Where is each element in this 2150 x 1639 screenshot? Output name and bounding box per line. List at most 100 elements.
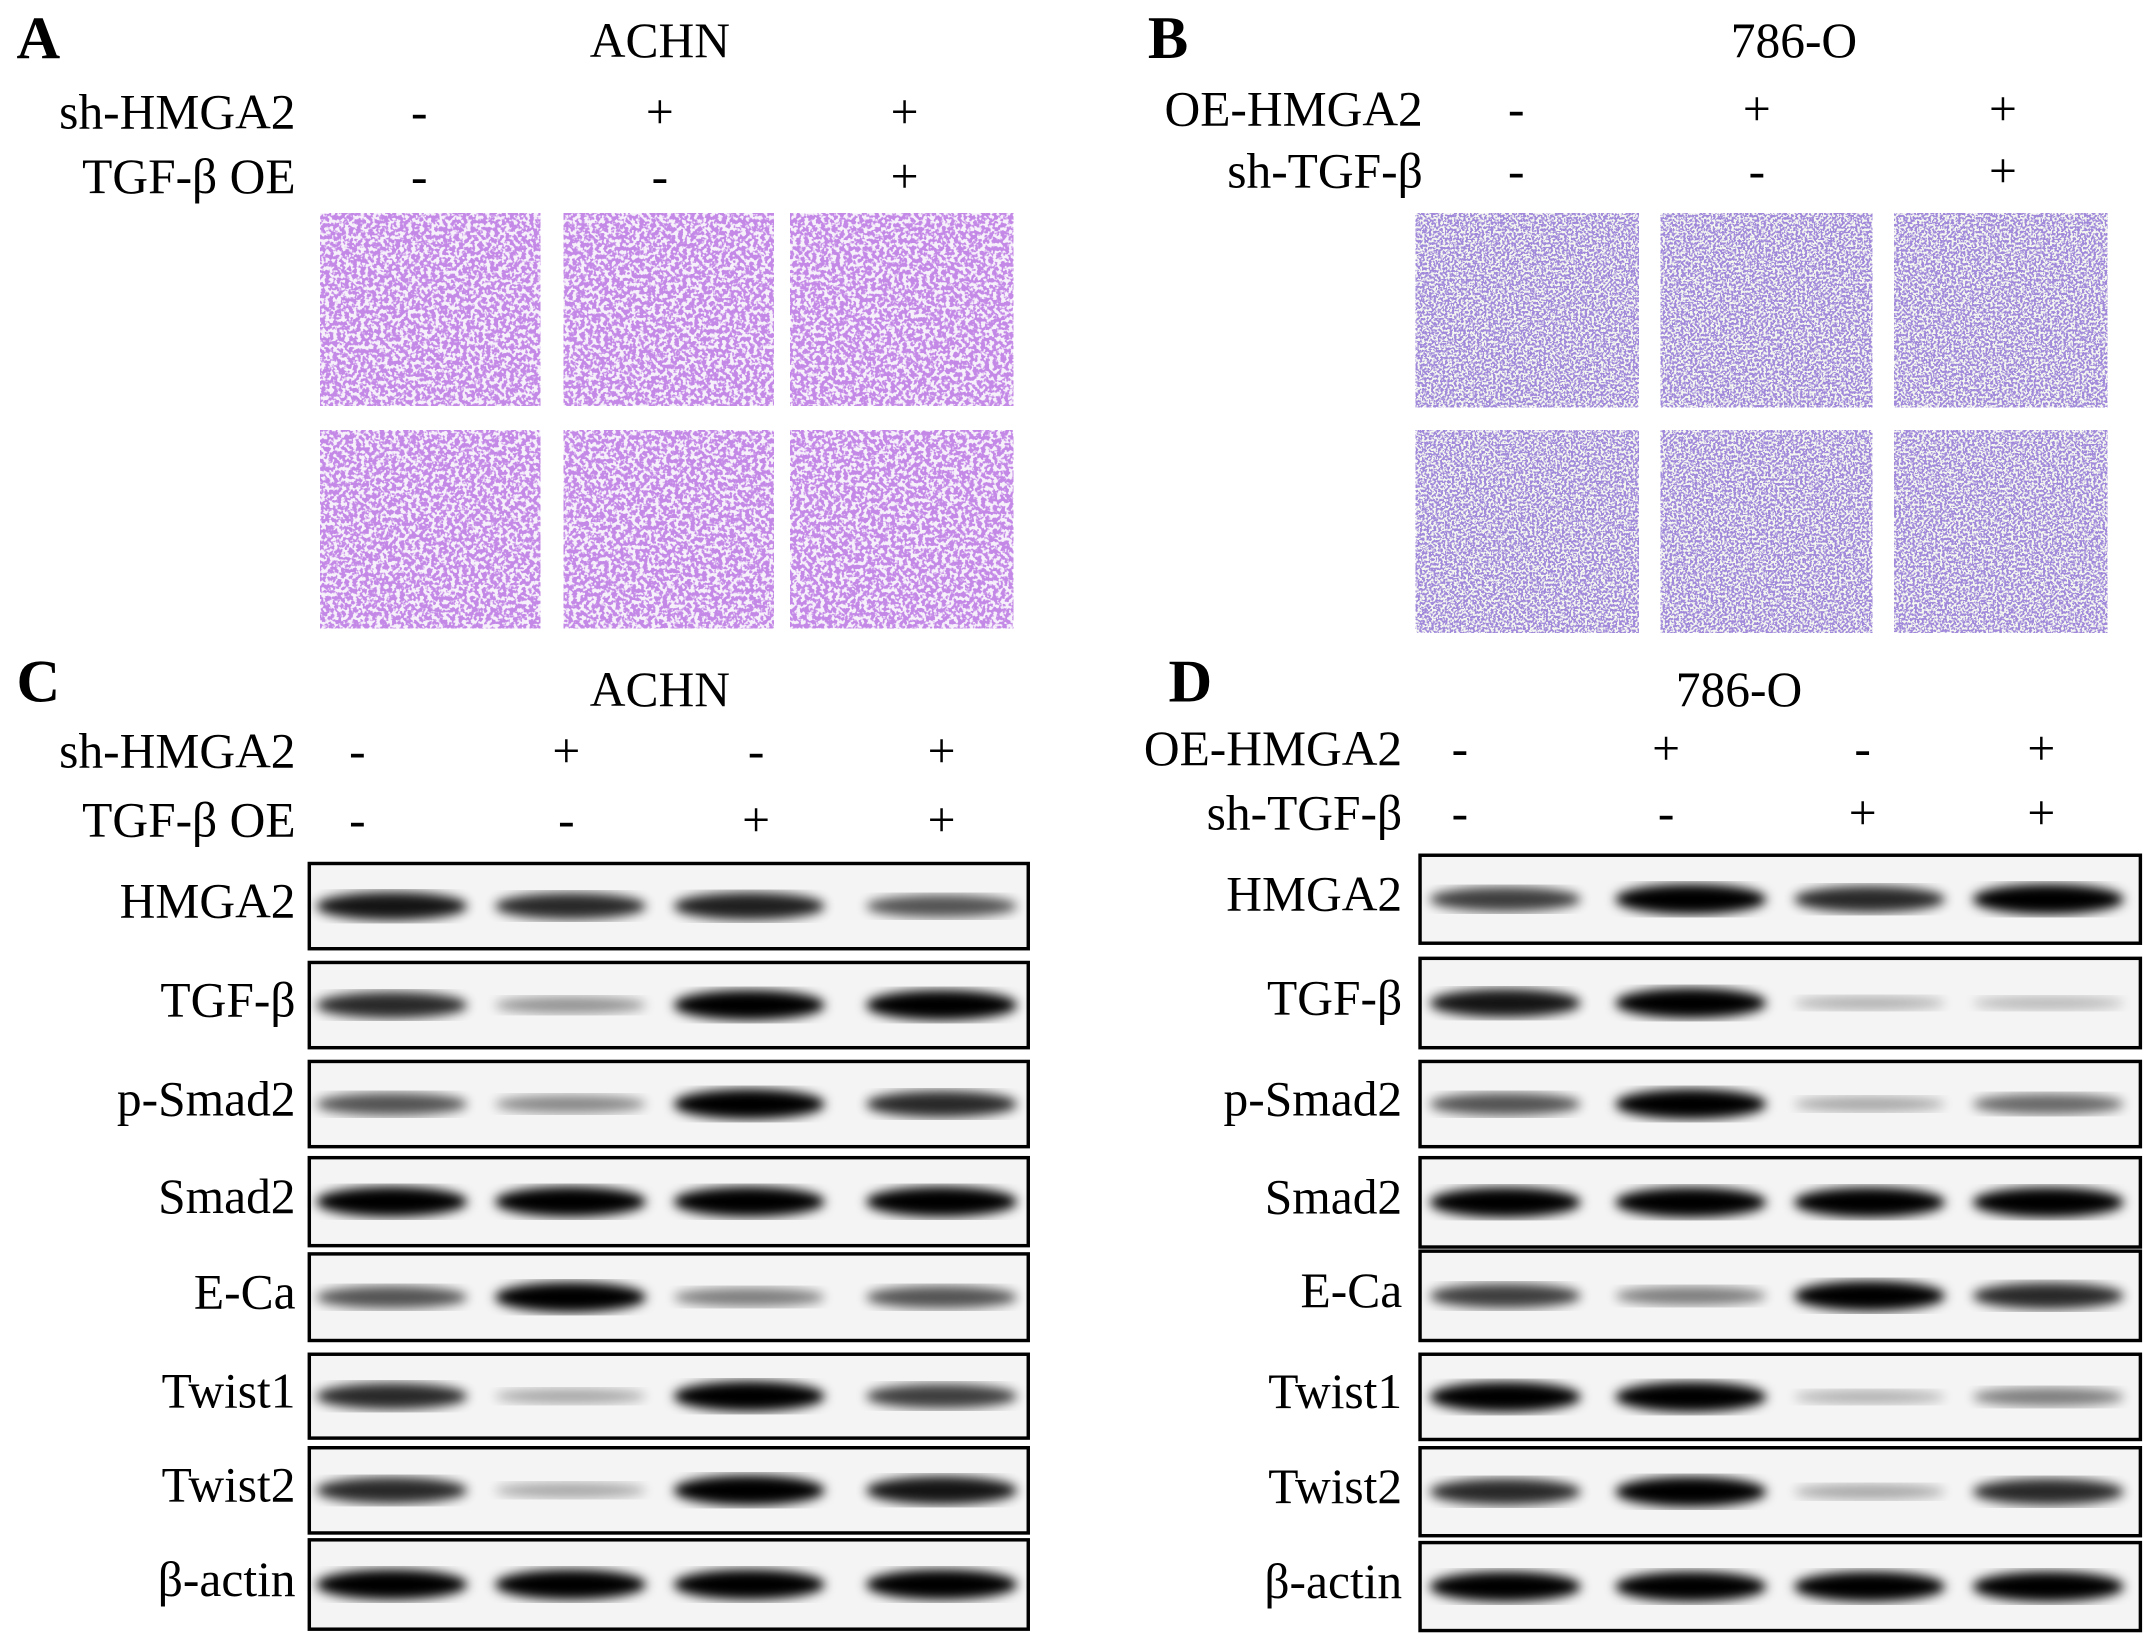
blot-label: Twist2: [1268, 1459, 1402, 1514]
blot-label: Twist1: [162, 1364, 296, 1419]
band: [1793, 886, 1946, 913]
condition-sign: -: [349, 724, 365, 779]
band: [866, 1090, 1018, 1118]
blot-label: HMGA2: [1226, 867, 1402, 922]
micrograph: [1894, 213, 2108, 408]
blot-label: E-Ca: [1301, 1263, 1403, 1318]
band: [866, 1186, 1018, 1217]
band: [1793, 1187, 1946, 1218]
condition-sign: -: [349, 792, 365, 847]
panel-title: 786-O: [1731, 13, 1857, 68]
band: [316, 1186, 468, 1217]
panel-title: 786-O: [1676, 662, 1802, 717]
blot-label: HMGA2: [120, 873, 296, 928]
band: [1429, 886, 1581, 912]
micrograph: [1894, 430, 2108, 633]
condition-label: OE-HMGA2: [1164, 82, 1422, 137]
band: [316, 991, 468, 1019]
band: [866, 894, 1018, 918]
band: [1615, 1571, 1767, 1602]
band: [494, 1282, 647, 1313]
band: [673, 1381, 825, 1412]
blot-label: Twist2: [162, 1458, 296, 1513]
condition-sign: -: [411, 149, 427, 204]
band: [1429, 1187, 1581, 1218]
condition-sign: -: [1508, 144, 1524, 199]
micrograph: [563, 430, 774, 629]
panel-label: D: [1168, 648, 1212, 715]
band: [494, 1095, 647, 1113]
band: [673, 1186, 825, 1217]
band: [866, 989, 1018, 1021]
band: [673, 892, 825, 920]
panel-label: C: [16, 648, 60, 715]
blot-label: Twist1: [1268, 1364, 1402, 1419]
micrograph: [563, 213, 774, 406]
micrograph: [1660, 430, 1873, 633]
band: [1972, 1387, 2124, 1407]
condition-label: sh-TGF-β: [1207, 785, 1403, 840]
blot-label: p-Smad2: [117, 1071, 296, 1126]
band: [494, 1482, 647, 1498]
band: [1793, 1280, 1946, 1311]
band: [1615, 884, 1767, 915]
band: [1793, 1389, 1946, 1404]
band: [1793, 1484, 1946, 1500]
band: [316, 1092, 468, 1116]
band: [673, 1088, 825, 1120]
band: [1793, 1571, 1946, 1602]
band: [673, 1569, 825, 1600]
condition-sign: -: [1749, 144, 1765, 199]
condition-sign: +: [1989, 144, 2017, 199]
band: [1429, 1571, 1581, 1602]
condition-sign: -: [1854, 721, 1870, 776]
condition-sign: +: [1652, 721, 1680, 776]
condition-sign: +: [2027, 785, 2055, 840]
band: [1429, 1283, 1581, 1309]
blot-label: p-Smad2: [1224, 1071, 1403, 1126]
band: [1615, 1286, 1767, 1306]
band: [866, 1569, 1018, 1600]
micrograph: [1415, 430, 1639, 633]
condition-label: OE-HMGA2: [1144, 721, 1402, 776]
band: [1972, 1478, 2124, 1505]
micrograph: [790, 213, 1014, 406]
condition-sign: +: [742, 792, 770, 847]
band: [1429, 1092, 1581, 1116]
condition-sign: +: [891, 149, 919, 204]
blot-label: TGF-β: [1267, 970, 1402, 1025]
band: [1972, 884, 2124, 915]
band: [1615, 1187, 1767, 1218]
band: [1615, 1476, 1767, 1507]
condition-sign: +: [928, 724, 956, 779]
band: [316, 1569, 468, 1600]
band: [1793, 1096, 1946, 1112]
band: [1793, 996, 1946, 1010]
band: [316, 891, 468, 921]
condition-sign: +: [928, 792, 956, 847]
blot-label: E-Ca: [194, 1265, 296, 1320]
condition-sign: +: [891, 84, 919, 139]
panel-label: A: [16, 5, 60, 72]
condition-label: TGF-β OE: [82, 149, 295, 204]
condition-sign: -: [1452, 785, 1468, 840]
band: [1615, 1088, 1767, 1120]
condition-sign: +: [1989, 82, 2017, 137]
blot-label: Smad2: [158, 1169, 295, 1224]
condition-sign: +: [552, 724, 580, 779]
band: [1972, 1187, 2124, 1218]
band: [1972, 1282, 2124, 1310]
band: [1615, 1381, 1767, 1412]
panel-title: ACHN: [590, 662, 730, 717]
blot-label: TGF-β: [160, 972, 295, 1027]
band: [494, 1388, 647, 1404]
band: [1972, 1093, 2124, 1115]
band: [673, 989, 825, 1021]
blot-label: β-actin: [1264, 1554, 1402, 1609]
condition-sign: -: [1452, 721, 1468, 776]
band: [1429, 988, 1581, 1018]
band: [1615, 987, 1767, 1019]
blot-label: β-actin: [158, 1552, 296, 1607]
condition-sign: -: [558, 792, 574, 847]
